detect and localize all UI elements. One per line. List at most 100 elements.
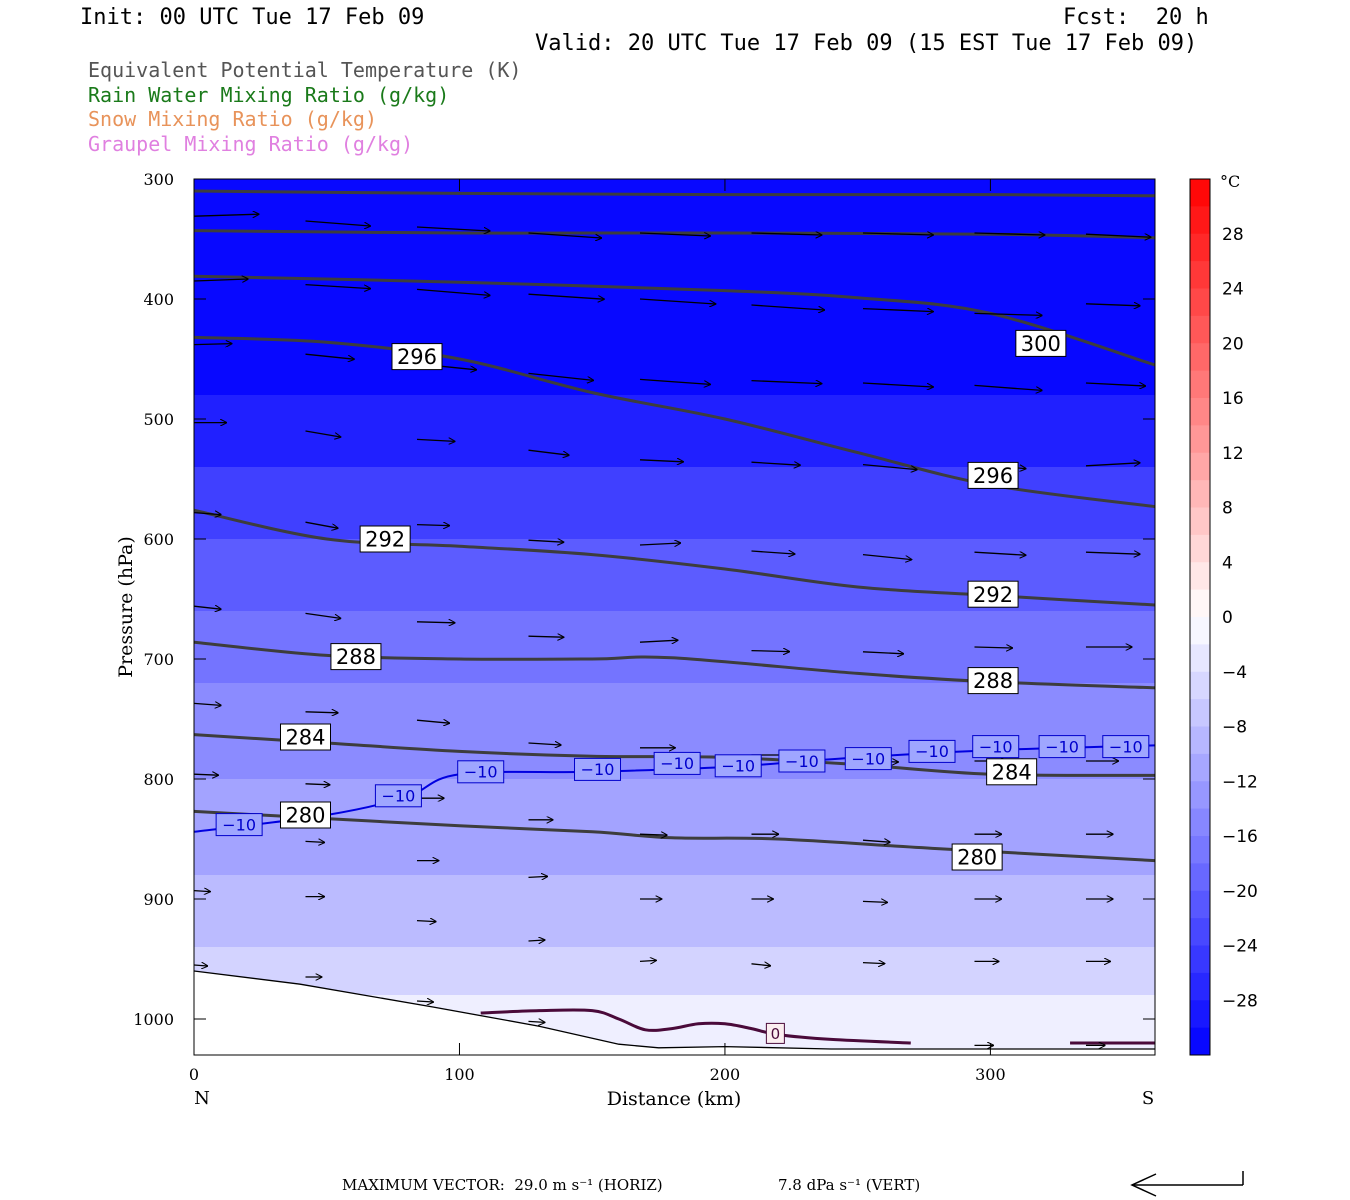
- colorbar-swatch: [1190, 781, 1210, 810]
- label-box: [279, 723, 331, 751]
- wind-vector: [305, 283, 370, 289]
- wind-vector: [528, 293, 604, 299]
- label-text: −10: [222, 815, 256, 834]
- colorbar-swatch: [1190, 370, 1210, 399]
- wind-vector: [1085, 463, 1140, 466]
- label-box: [391, 343, 443, 371]
- wind-vector: [862, 233, 933, 235]
- label-box: [653, 751, 701, 775]
- label-box: [844, 747, 892, 771]
- colorbar-swatch: [1190, 343, 1210, 372]
- wind-vectors: [194, 214, 1151, 1045]
- theta-e-label: 296: [391, 343, 443, 371]
- south-label: S: [1142, 1088, 1154, 1109]
- colorbar-tick-label: −16: [1222, 827, 1258, 847]
- colorbar-swatch: [1190, 863, 1210, 892]
- temperature-band: [194, 779, 1155, 876]
- isotherm-label: −10: [574, 757, 622, 781]
- label-box: [279, 801, 331, 829]
- wind-vector: [305, 612, 340, 618]
- colorbar-swatch: [1190, 1000, 1210, 1029]
- colorbar-swatch: [1190, 836, 1210, 864]
- y-axis-label: Pressure (hPa): [115, 536, 137, 678]
- zero-contour-line: [480, 1008, 911, 1045]
- colorbar-swatch: [1190, 562, 1210, 591]
- label-text: 280: [957, 846, 997, 870]
- wind-vector: [751, 651, 789, 652]
- label-box: [359, 525, 411, 553]
- x-tick-label: 200: [710, 1065, 741, 1084]
- plot-frame: [193, 178, 1156, 1056]
- label-box: [972, 735, 1020, 759]
- wind-vector: [305, 521, 337, 528]
- wind-vector: [194, 703, 221, 705]
- wind-vector: [862, 652, 904, 654]
- label-text: 292: [973, 583, 1013, 607]
- wind-vector: [528, 876, 547, 877]
- colorbar-swatch: [1190, 918, 1210, 946]
- wind-vector: [862, 309, 933, 312]
- colorbar-frame: [1189, 178, 1211, 1056]
- label-box: [986, 758, 1038, 786]
- isotherm-label: −10: [778, 749, 826, 773]
- colorbar-swatch: [1190, 808, 1210, 837]
- x-axis-label: Distance (km): [607, 1088, 742, 1110]
- wind-vector: [862, 382, 933, 387]
- legend-graupel: Graupel Mixing Ratio (g/kg): [88, 132, 414, 156]
- colorbar-tick-label: 24: [1222, 280, 1244, 300]
- wind-vector: [751, 551, 794, 554]
- x-tick-label: 100: [444, 1065, 475, 1084]
- wind-vector: [416, 226, 490, 231]
- colorbar-tick-label: −4: [1222, 663, 1247, 683]
- y-tick-label: 1000: [133, 1010, 174, 1029]
- label-text: −10: [464, 763, 498, 782]
- north-label: N: [194, 1088, 210, 1109]
- label-text: −10: [785, 752, 819, 771]
- label-box: [1015, 329, 1067, 357]
- y-tick-label: 300: [143, 170, 174, 189]
- theta-e-label: 292: [967, 580, 1019, 608]
- label-box: [908, 739, 956, 763]
- label-text: −10: [979, 737, 1013, 756]
- valid-time: Valid: 20 UTC Tue 17 Feb 09 (15 EST Tue …: [535, 31, 1198, 56]
- init-time: Init: 00 UTC Tue 17 Feb 09: [80, 5, 425, 30]
- wind-vector: [862, 901, 887, 902]
- colorbar-swatch: [1190, 972, 1210, 1001]
- label-text: 284: [285, 726, 325, 750]
- colorbar-swatch: [1190, 425, 1210, 454]
- label-box: [330, 643, 382, 671]
- colorbar-unit: °C: [1220, 172, 1240, 191]
- colorbar-swatch: [1190, 233, 1210, 262]
- terrain: [194, 970, 1155, 1055]
- isotherm-label: −10: [844, 747, 892, 771]
- colorbar-swatch: [1190, 617, 1210, 645]
- wind-vector: [639, 834, 667, 835]
- wind-vector: [194, 891, 210, 892]
- wind-vector: [528, 540, 563, 542]
- wind-vector: [528, 636, 563, 637]
- label-text: 288: [336, 645, 376, 669]
- colorbar-swatch: [1190, 699, 1210, 727]
- wind-vector: [528, 372, 593, 380]
- label-text: −10: [581, 760, 615, 779]
- wind-vector: [751, 462, 800, 465]
- y-tick-label: 400: [143, 290, 174, 309]
- colorbar-swatch: [1190, 726, 1210, 755]
- wind-vector: [862, 463, 917, 470]
- wind-vector: [528, 1021, 544, 1022]
- theta-e-label: 300: [1015, 329, 1067, 357]
- label-text: 0: [771, 1025, 781, 1043]
- label-text: 284: [992, 760, 1032, 784]
- theta-e-label: 288: [967, 667, 1019, 695]
- temperature-band: [194, 947, 1155, 996]
- label-text: −10: [851, 749, 885, 768]
- wind-vector: [974, 313, 1042, 315]
- wind-vector: [639, 233, 710, 236]
- label-box: [765, 1022, 785, 1044]
- y-tick-label: 800: [143, 770, 174, 789]
- isotherm-label: −10: [1102, 735, 1150, 759]
- colorbar-swatch: [1190, 261, 1210, 289]
- wind-vector: [305, 712, 337, 713]
- zero-label: 0: [765, 1022, 785, 1044]
